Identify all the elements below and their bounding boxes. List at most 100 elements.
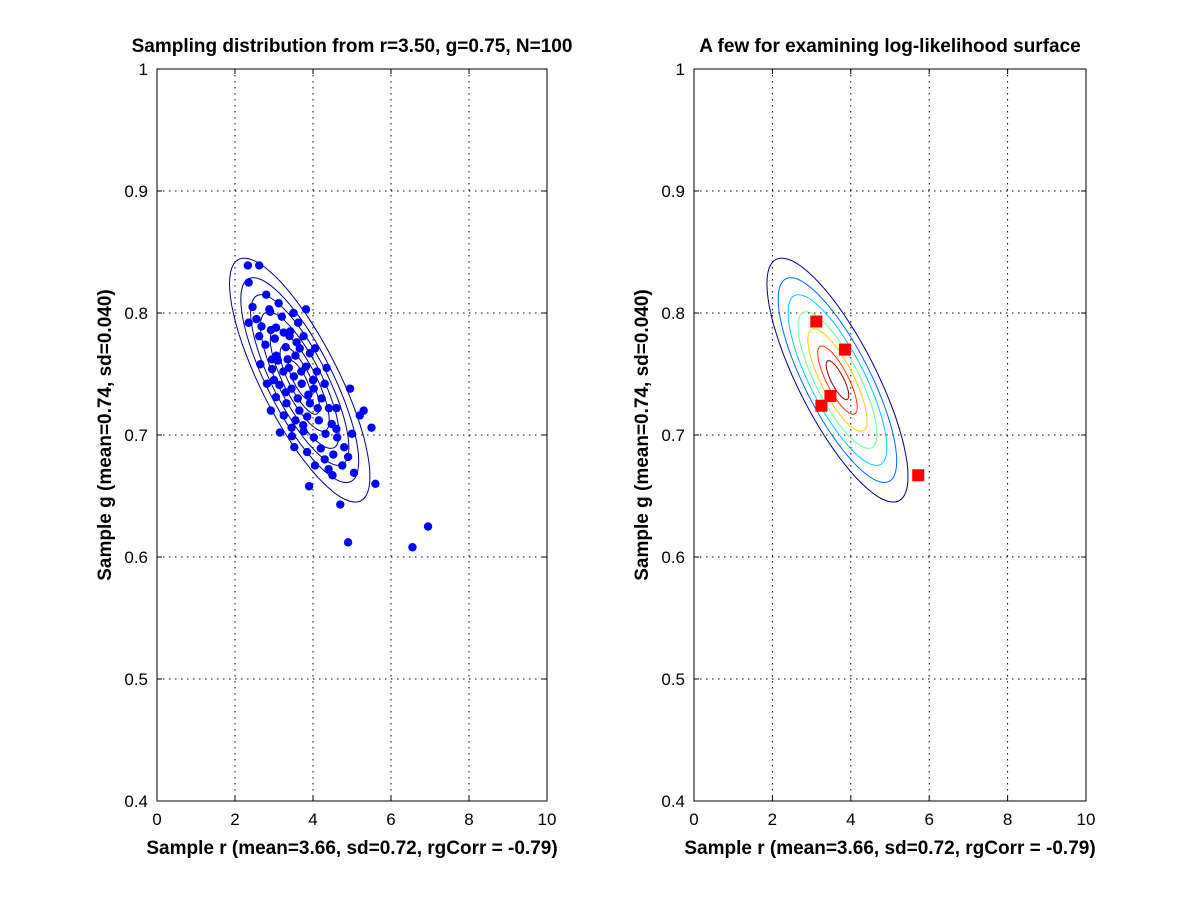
contour-line bbox=[279, 345, 320, 415]
data-point bbox=[287, 423, 296, 432]
data-point bbox=[293, 394, 302, 403]
y-tick-label: 0.7 bbox=[124, 426, 148, 445]
x-tick-label: 6 bbox=[924, 810, 933, 829]
data-point bbox=[265, 305, 274, 314]
right-axes: A few for examining log-likelihood surfa… bbox=[632, 36, 1096, 859]
data-point bbox=[302, 412, 312, 421]
contour-line bbox=[797, 311, 878, 449]
x-tick-label: 0 bbox=[689, 810, 698, 829]
data-point bbox=[279, 411, 288, 420]
data-point bbox=[308, 375, 318, 385]
data-point bbox=[281, 388, 290, 397]
data-point bbox=[321, 429, 330, 438]
data-point bbox=[248, 302, 257, 312]
data-point bbox=[261, 340, 270, 349]
contour-line bbox=[825, 360, 850, 401]
data-point bbox=[332, 403, 341, 413]
data-point bbox=[301, 305, 311, 314]
y-tick-label: 0.5 bbox=[124, 670, 148, 689]
data-point bbox=[277, 312, 286, 321]
data-point bbox=[304, 390, 313, 399]
data-point bbox=[275, 380, 284, 390]
data-point bbox=[338, 461, 347, 470]
points-layer bbox=[810, 315, 925, 482]
data-point bbox=[266, 406, 276, 415]
data-point bbox=[408, 543, 417, 552]
data-point bbox=[291, 416, 300, 425]
data-point bbox=[267, 355, 277, 364]
data-point bbox=[912, 469, 925, 482]
contour-line bbox=[228, 257, 371, 503]
contour-layer bbox=[766, 257, 909, 503]
data-point bbox=[275, 428, 285, 437]
data-point bbox=[824, 389, 837, 402]
data-point bbox=[332, 433, 342, 442]
data-point bbox=[313, 403, 322, 413]
data-point bbox=[312, 367, 322, 376]
data-point bbox=[244, 278, 253, 287]
data-point bbox=[343, 538, 353, 547]
data-point bbox=[289, 308, 298, 318]
data-point bbox=[254, 331, 264, 341]
data-point bbox=[345, 384, 355, 393]
x-axis-label: Sample r (mean=3.66, sd=0.72, rgCorr = -… bbox=[684, 838, 1095, 859]
data-point bbox=[297, 367, 306, 376]
data-point bbox=[291, 351, 300, 360]
chart-title: Sampling distribution from r=3.50, g=0.7… bbox=[132, 36, 573, 57]
data-point bbox=[309, 384, 318, 393]
data-point bbox=[810, 315, 823, 328]
x-tick-label: 4 bbox=[846, 810, 855, 829]
y-tick-label: 1 bbox=[139, 60, 148, 79]
data-point bbox=[299, 421, 308, 430]
data-point bbox=[359, 406, 368, 415]
data-point bbox=[270, 334, 279, 343]
x-tick-label: 0 bbox=[152, 810, 161, 829]
data-point bbox=[316, 444, 325, 453]
data-point bbox=[252, 314, 261, 324]
data-point bbox=[271, 392, 281, 402]
data-point bbox=[244, 318, 253, 327]
data-point bbox=[328, 471, 337, 480]
data-point bbox=[256, 360, 265, 369]
data-point bbox=[343, 452, 353, 462]
data-point bbox=[293, 318, 303, 327]
contour-line bbox=[807, 328, 868, 432]
contour-line bbox=[817, 345, 858, 415]
data-point bbox=[289, 372, 299, 381]
y-tick-label: 0.5 bbox=[661, 670, 685, 689]
chart-title: A few for examining log-likelihood surfa… bbox=[699, 36, 1080, 57]
data-point bbox=[269, 375, 279, 385]
data-point bbox=[290, 443, 299, 452]
y-tick-label: 0.4 bbox=[124, 792, 148, 811]
y-tick-label: 0.9 bbox=[124, 182, 148, 201]
data-point bbox=[423, 522, 433, 531]
data-point bbox=[329, 450, 338, 459]
data-point bbox=[332, 424, 341, 434]
data-point bbox=[324, 403, 334, 413]
data-point bbox=[262, 290, 271, 299]
data-point bbox=[336, 500, 345, 509]
points-layer bbox=[243, 261, 433, 552]
data-point bbox=[299, 427, 308, 436]
y-tick-label: 0.7 bbox=[661, 426, 685, 445]
x-tick-label: 8 bbox=[464, 810, 473, 829]
y-axis-label: Sample g (mean=0.74, sd=0.040) bbox=[95, 289, 116, 581]
data-point bbox=[367, 423, 376, 432]
data-point bbox=[314, 416, 324, 425]
x-tick-label: 2 bbox=[230, 810, 239, 829]
data-point bbox=[297, 379, 306, 388]
data-point bbox=[322, 363, 331, 373]
data-point bbox=[282, 399, 291, 408]
data-point bbox=[349, 468, 359, 478]
y-tick-label: 0.9 bbox=[661, 182, 685, 201]
data-point bbox=[310, 344, 320, 353]
data-point bbox=[371, 479, 380, 488]
y-tick-label: 1 bbox=[676, 60, 685, 79]
x-tick-label: 8 bbox=[1003, 810, 1012, 829]
data-point bbox=[262, 379, 272, 388]
data-point bbox=[271, 323, 281, 332]
y-tick-label: 0.6 bbox=[124, 548, 148, 567]
contour-line bbox=[787, 294, 888, 466]
contour-line bbox=[777, 277, 898, 483]
data-point bbox=[317, 394, 326, 403]
